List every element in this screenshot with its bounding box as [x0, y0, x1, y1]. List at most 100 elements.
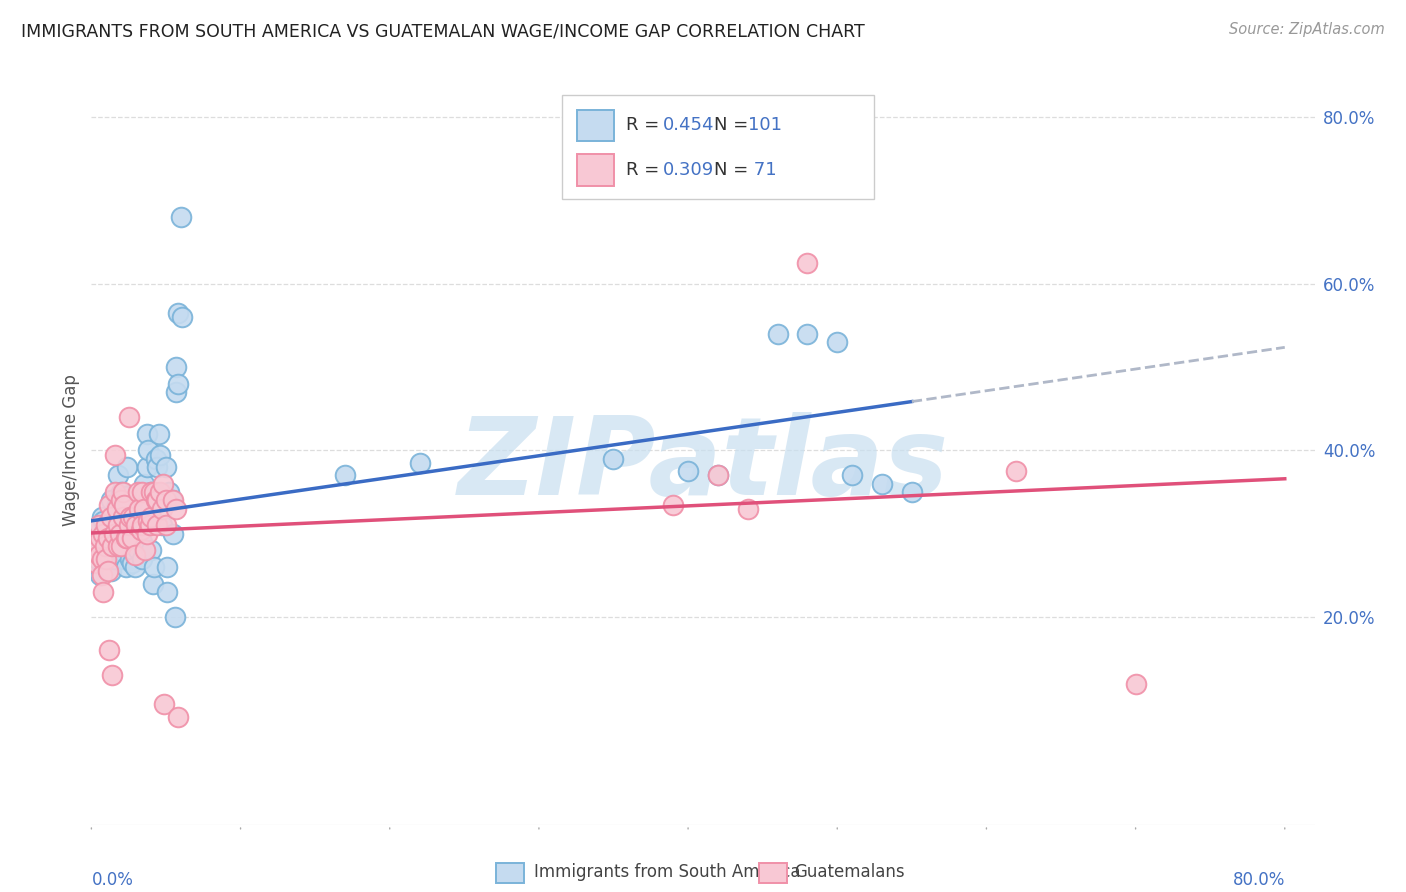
Point	[163, 610, 186, 624]
Point	[1125, 676, 1147, 690]
Point	[114, 489, 136, 503]
Point	[131, 485, 153, 500]
Point	[143, 560, 166, 574]
Point	[131, 535, 153, 549]
Point	[108, 531, 131, 545]
Point	[128, 489, 150, 503]
Point	[870, 476, 893, 491]
Point	[125, 518, 148, 533]
Point	[135, 526, 157, 541]
Point	[104, 535, 127, 549]
Point	[118, 518, 141, 533]
Point	[796, 326, 818, 341]
Point	[121, 556, 143, 570]
Point	[134, 514, 156, 528]
Point	[86, 535, 108, 549]
Point	[167, 376, 190, 391]
Point	[104, 448, 127, 462]
Point	[149, 448, 172, 462]
Point	[825, 335, 848, 350]
Point	[165, 360, 187, 375]
Point	[118, 535, 141, 549]
Point	[132, 476, 155, 491]
Point	[155, 518, 177, 533]
Point	[86, 526, 108, 541]
Point	[165, 385, 187, 400]
Point	[127, 543, 149, 558]
Point	[143, 485, 166, 500]
Point	[101, 539, 124, 553]
Point	[87, 518, 110, 533]
Text: Source: ZipAtlas.com: Source: ZipAtlas.com	[1229, 22, 1385, 37]
Point	[105, 518, 128, 533]
Point	[165, 501, 187, 516]
Point	[103, 551, 125, 566]
Point	[104, 485, 127, 500]
Point	[91, 551, 114, 566]
Point	[1005, 464, 1028, 478]
Point	[136, 443, 159, 458]
Point	[157, 485, 180, 500]
Text: R =: R =	[626, 161, 665, 179]
Point	[120, 501, 142, 516]
Point	[112, 498, 135, 512]
Point	[97, 539, 120, 553]
Point	[766, 326, 789, 341]
Point	[94, 556, 117, 570]
Point	[145, 451, 167, 466]
Point	[91, 514, 114, 528]
Point	[737, 501, 759, 516]
Point	[150, 501, 173, 516]
Point	[134, 543, 156, 558]
Point	[90, 510, 112, 524]
Point	[901, 485, 924, 500]
Bar	[576, 110, 613, 141]
Point	[152, 476, 174, 491]
Point	[841, 468, 863, 483]
Point	[94, 539, 117, 553]
Point	[86, 551, 108, 566]
Point	[97, 531, 120, 545]
Point	[170, 211, 193, 225]
Point	[89, 531, 111, 545]
Text: R =: R =	[626, 116, 665, 135]
Point	[128, 526, 150, 541]
Text: 0.0%: 0.0%	[91, 871, 134, 889]
Text: ZIPatlas: ZIPatlas	[457, 412, 949, 518]
Point	[101, 668, 124, 682]
Point	[134, 489, 156, 503]
Point	[110, 498, 132, 512]
Point	[108, 514, 131, 528]
Point	[122, 543, 145, 558]
Point	[90, 568, 112, 582]
Point	[90, 535, 112, 549]
Point	[96, 543, 118, 558]
Point	[153, 698, 176, 712]
Point	[146, 460, 169, 475]
Point	[135, 460, 157, 475]
Point	[100, 510, 122, 524]
Point	[172, 310, 194, 325]
Text: Immigrants from South America: Immigrants from South America	[534, 863, 801, 881]
Point	[101, 539, 124, 553]
Point	[96, 551, 118, 566]
Point	[105, 498, 128, 512]
Point	[111, 526, 134, 541]
Text: N =: N =	[714, 116, 754, 135]
Point	[89, 543, 111, 558]
Point	[91, 585, 114, 599]
Point	[145, 493, 167, 508]
Point	[107, 539, 129, 553]
Bar	[562, 95, 875, 200]
Point	[103, 526, 125, 541]
Point	[122, 510, 145, 524]
Text: 0.454: 0.454	[662, 116, 714, 135]
Point	[167, 710, 190, 724]
Point	[111, 485, 134, 500]
Point	[139, 543, 162, 558]
Point	[146, 518, 169, 533]
Point	[107, 518, 129, 533]
Point	[707, 468, 730, 483]
Point	[121, 535, 143, 549]
Bar	[576, 154, 613, 186]
